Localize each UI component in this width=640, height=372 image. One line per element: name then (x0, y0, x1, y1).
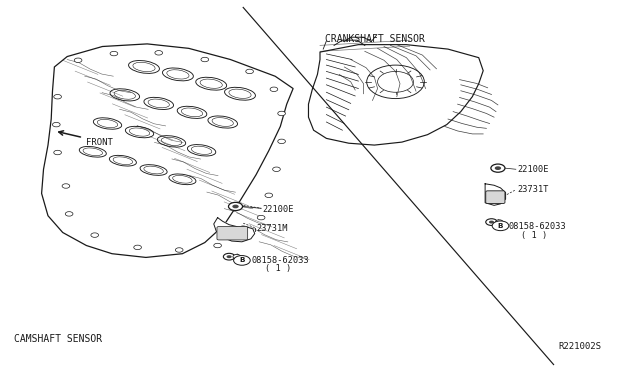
Circle shape (236, 232, 244, 237)
Circle shape (54, 94, 61, 99)
Text: 23731M: 23731M (256, 224, 287, 233)
Text: 08158-62033: 08158-62033 (252, 256, 309, 265)
FancyBboxPatch shape (486, 191, 505, 203)
Text: 22100E: 22100E (262, 205, 294, 214)
Circle shape (265, 193, 273, 198)
Text: FRONT: FRONT (86, 138, 113, 147)
Text: 22100E: 22100E (517, 165, 548, 174)
Text: R221002S: R221002S (559, 342, 602, 351)
Circle shape (273, 167, 280, 171)
Text: ( 1 ): ( 1 ) (265, 264, 291, 273)
Circle shape (278, 139, 285, 144)
Circle shape (491, 164, 505, 172)
Circle shape (134, 245, 141, 250)
Circle shape (52, 122, 60, 127)
Circle shape (495, 166, 501, 170)
Circle shape (232, 205, 239, 208)
Circle shape (234, 256, 250, 265)
Circle shape (278, 111, 285, 116)
Circle shape (155, 51, 163, 55)
Circle shape (486, 219, 497, 225)
Text: CAMSHAFT SENSOR: CAMSHAFT SENSOR (14, 334, 102, 344)
Text: 23731T: 23731T (517, 185, 548, 194)
Circle shape (223, 253, 235, 260)
Polygon shape (485, 184, 506, 205)
Circle shape (110, 51, 118, 56)
Circle shape (65, 212, 73, 216)
FancyBboxPatch shape (217, 227, 248, 240)
Circle shape (495, 220, 503, 224)
Circle shape (228, 202, 243, 211)
Text: B: B (239, 257, 244, 263)
Circle shape (201, 57, 209, 62)
Circle shape (74, 58, 82, 62)
Circle shape (257, 215, 265, 220)
Text: 08158-62033: 08158-62033 (508, 222, 566, 231)
Circle shape (62, 184, 70, 188)
Circle shape (270, 87, 278, 92)
Circle shape (214, 243, 221, 248)
Circle shape (175, 248, 183, 252)
Circle shape (492, 221, 509, 231)
Circle shape (246, 69, 253, 74)
Polygon shape (214, 218, 255, 242)
Text: CRANKSHAFT SENSOR: CRANKSHAFT SENSOR (325, 34, 425, 44)
Circle shape (91, 233, 99, 237)
Circle shape (227, 255, 232, 258)
Circle shape (233, 254, 241, 259)
Circle shape (54, 150, 61, 155)
Text: B: B (498, 223, 503, 229)
Text: ( 1 ): ( 1 ) (521, 231, 547, 240)
Circle shape (489, 221, 494, 224)
